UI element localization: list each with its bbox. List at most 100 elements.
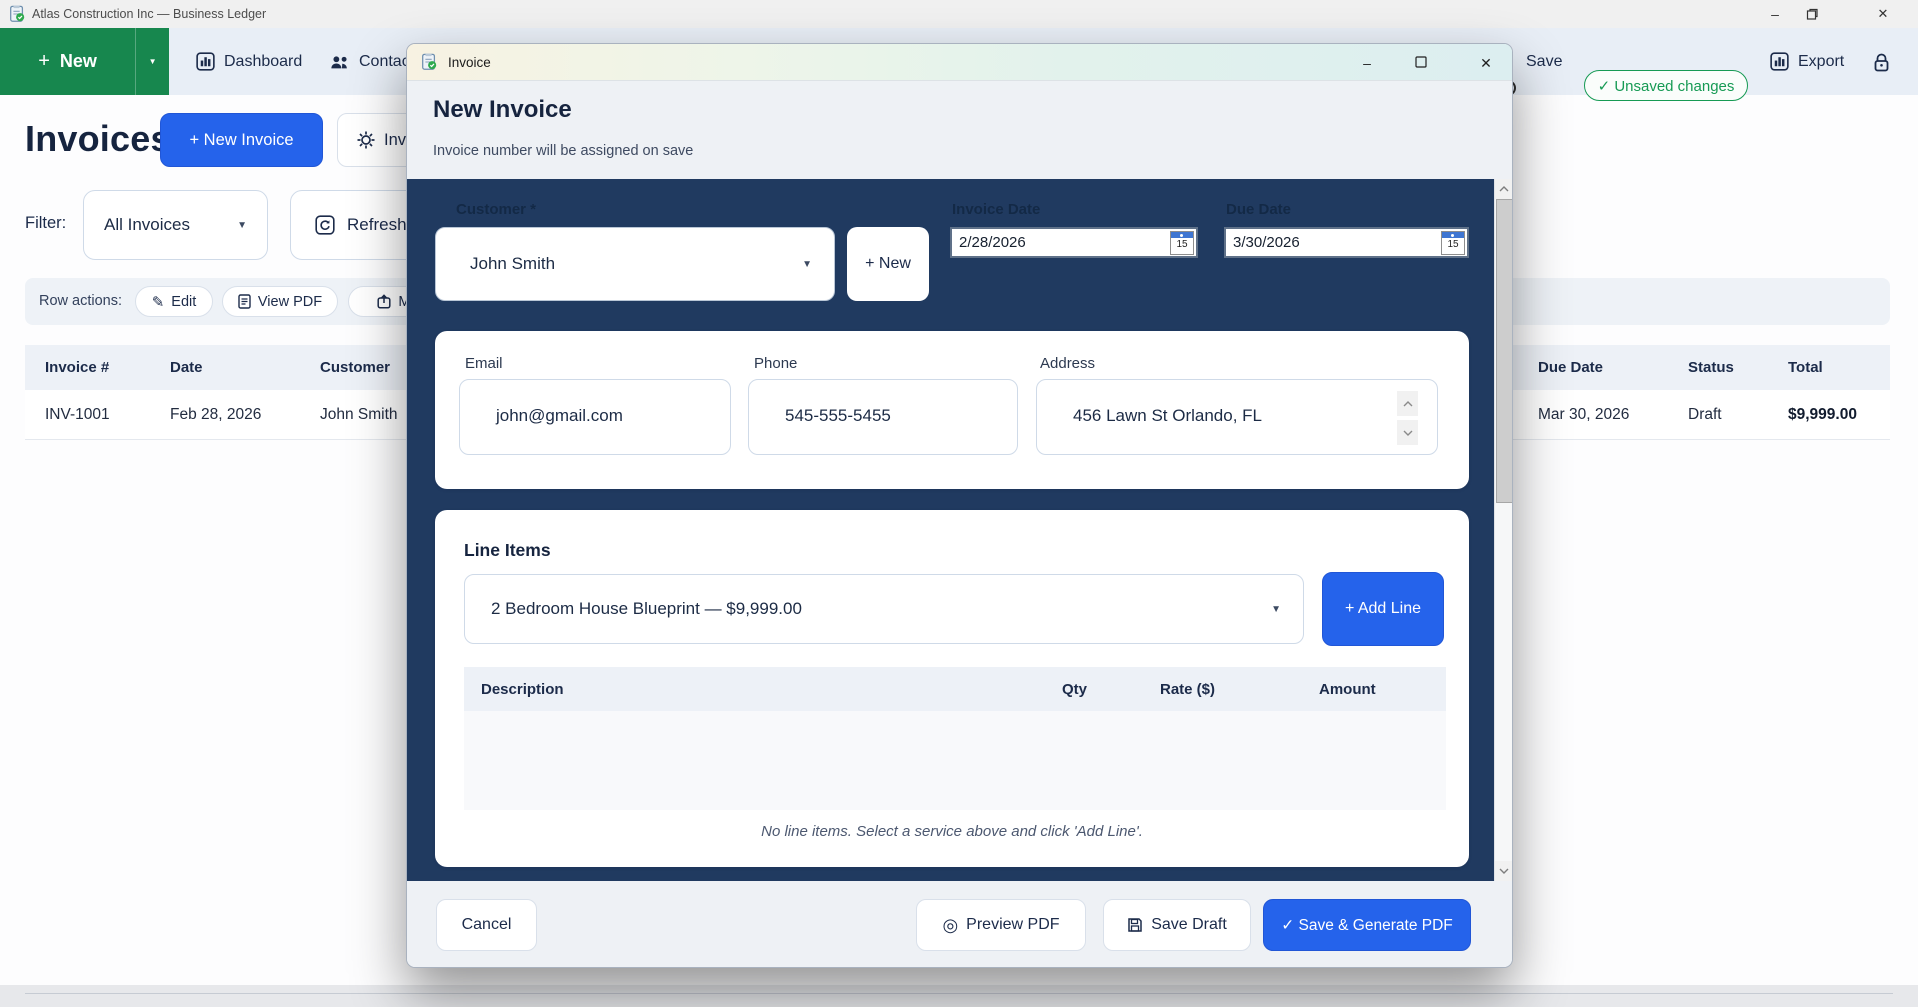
line-items-card: Line Items 2 Bedroom House Blueprint — $… xyxy=(435,510,1469,867)
dialog-minimize-button[interactable]: – xyxy=(1363,55,1371,71)
calendar-icon[interactable]: 15 xyxy=(1170,230,1194,255)
calendar-icon[interactable]: 15 xyxy=(1441,230,1465,255)
contact-card: Email john@gmail.com Phone 545-555-5455 … xyxy=(435,331,1469,489)
service-select[interactable]: 2 Bedroom House Blueprint — $9,999.00 ▼ xyxy=(464,574,1304,644)
edit-label: Edit xyxy=(171,293,197,310)
window-minimize-button[interactable]: – xyxy=(1771,6,1779,22)
dialog-subheading: Invoice number will be assigned on save xyxy=(433,143,694,159)
plus-icon: + xyxy=(38,50,50,72)
bar-chart-icon xyxy=(1770,52,1789,71)
col-invoice-no: Invoice # xyxy=(45,359,110,376)
status-badge: Draft xyxy=(1688,406,1722,423)
scroll-down-button[interactable] xyxy=(1397,420,1418,445)
phone-label: Phone xyxy=(754,355,798,372)
col-customer: Customer xyxy=(320,359,391,376)
window-titlebar: Atlas Construction Inc — Business Ledger… xyxy=(0,0,1918,28)
due-date-label: Due Date xyxy=(1226,201,1292,218)
gear-icon xyxy=(356,130,376,150)
save-draft-label: Save Draft xyxy=(1151,916,1227,933)
cell-customer: John Smith xyxy=(320,406,398,423)
preview-pdf-label: Preview PDF xyxy=(966,916,1060,933)
lock-icon[interactable] xyxy=(1872,52,1891,73)
bar-chart-icon xyxy=(196,52,215,71)
filter-select[interactable]: All Invoices ▼ xyxy=(83,190,268,260)
scrollbar-thumb[interactable] xyxy=(1496,199,1512,503)
invoice-dialog: Invoice – ✕ New Invoice Invoice number w… xyxy=(406,43,1513,968)
email-value: john@gmail.com xyxy=(496,406,623,425)
new-button-label: New xyxy=(59,51,97,71)
preview-icon: ◎ xyxy=(942,914,959,935)
dialog-scrollbar[interactable] xyxy=(1494,179,1512,881)
add-line-button[interactable]: + Add Line xyxy=(1322,572,1444,646)
window-close-button[interactable]: ✕ xyxy=(1877,6,1889,21)
scroll-down-button[interactable] xyxy=(1495,861,1512,881)
dialog-footer: Cancel ◎ Preview PDF Save Draft ✓ Save &… xyxy=(407,881,1512,967)
dialog-title: Invoice xyxy=(448,54,491,70)
window-maximize-button[interactable] xyxy=(1806,8,1818,20)
cell-total: $9,999.00 xyxy=(1788,406,1857,423)
preview-pdf-button[interactable]: ◎ Preview PDF xyxy=(916,899,1086,951)
invoice-date-label: Invoice Date xyxy=(952,201,1041,218)
cell-invoice-no: INV-1001 xyxy=(45,406,110,423)
app-icon xyxy=(8,5,26,23)
save-draft-button[interactable]: Save Draft xyxy=(1103,899,1251,951)
dialog-close-button[interactable]: ✕ xyxy=(1480,55,1492,71)
customer-select[interactable]: John Smith ▼ xyxy=(435,227,835,301)
cell-due-date: Mar 30, 2026 xyxy=(1538,406,1630,423)
page-title: Invoices xyxy=(25,118,171,159)
address-label: Address xyxy=(1040,355,1096,372)
scroll-up-button[interactable] xyxy=(1495,179,1512,199)
pencil-icon: ✎ xyxy=(151,293,165,311)
due-date-value: 3/30/2026 xyxy=(1233,234,1300,251)
chevron-down-icon: ▼ xyxy=(802,258,812,270)
new-invoice-button[interactable]: + New Invoice xyxy=(160,113,323,167)
address-value: 456 Lawn St Orlando, FL xyxy=(1073,406,1263,425)
view-pdf-button[interactable]: View PDF xyxy=(222,286,338,317)
refresh-icon xyxy=(315,215,335,235)
col-due-date: Due Date xyxy=(1538,359,1604,376)
save-button[interactable]: Save xyxy=(1526,53,1563,70)
divider xyxy=(25,993,1893,994)
address-field[interactable]: 456 Lawn St Orlando, FL xyxy=(1036,379,1438,455)
col-description: Description xyxy=(481,681,564,698)
col-qty: Qty xyxy=(1062,681,1088,698)
share-icon xyxy=(377,294,391,309)
document-icon xyxy=(238,294,251,309)
new-customer-button[interactable]: + New xyxy=(847,227,929,301)
col-status: Status xyxy=(1688,359,1734,376)
due-date-input[interactable]: 3/30/2026 15 xyxy=(1224,227,1469,258)
col-total: Total xyxy=(1788,359,1823,376)
new-split-button[interactable]: + New ▼ xyxy=(0,28,169,95)
dialog-titlebar[interactable]: Invoice – ✕ xyxy=(407,44,1512,81)
edit-button[interactable]: ✎ Edit xyxy=(135,286,213,317)
bottom-strip xyxy=(0,985,1918,1007)
phone-value: 545-555-5455 xyxy=(785,406,891,425)
filter-label: Filter: xyxy=(25,214,67,232)
app-icon xyxy=(420,53,438,71)
nav-dashboard[interactable]: Dashboard xyxy=(196,28,302,95)
dialog-heading: New Invoice xyxy=(433,96,572,123)
filter-value: All Invoices xyxy=(104,215,190,234)
window-title: Atlas Construction Inc — Business Ledger xyxy=(32,7,267,21)
email-field[interactable]: john@gmail.com xyxy=(459,379,731,455)
people-icon xyxy=(330,53,350,71)
scroll-up-button[interactable] xyxy=(1397,391,1418,416)
invoice-date-value: 2/28/2026 xyxy=(959,234,1026,251)
line-items-table-header: Description Qty Rate ($) Amount xyxy=(464,667,1446,711)
cancel-button[interactable]: Cancel xyxy=(436,899,537,951)
save-generate-pdf-button[interactable]: ✓ Save & Generate PDF xyxy=(1263,899,1471,951)
chevron-down-icon: ▼ xyxy=(237,219,247,231)
chevron-down-icon: ▼ xyxy=(1271,603,1281,615)
chevron-down-icon[interactable]: ▼ xyxy=(148,57,157,66)
dialog-maximize-button[interactable] xyxy=(1415,56,1427,68)
dialog-form-panel: Customer * John Smith ▼ + New Invoice Da… xyxy=(407,179,1512,881)
cell-date: Feb 28, 2026 xyxy=(170,406,262,423)
col-rate: Rate ($) xyxy=(1160,681,1216,698)
export-button[interactable]: Export xyxy=(1770,28,1844,95)
refresh-label: Refresh xyxy=(347,215,407,234)
invoice-settings-label: Inv xyxy=(384,130,407,149)
view-pdf-label: View PDF xyxy=(257,293,323,310)
invoice-date-input[interactable]: 2/28/2026 15 xyxy=(950,227,1198,258)
phone-field[interactable]: 545-555-5455 xyxy=(748,379,1018,455)
